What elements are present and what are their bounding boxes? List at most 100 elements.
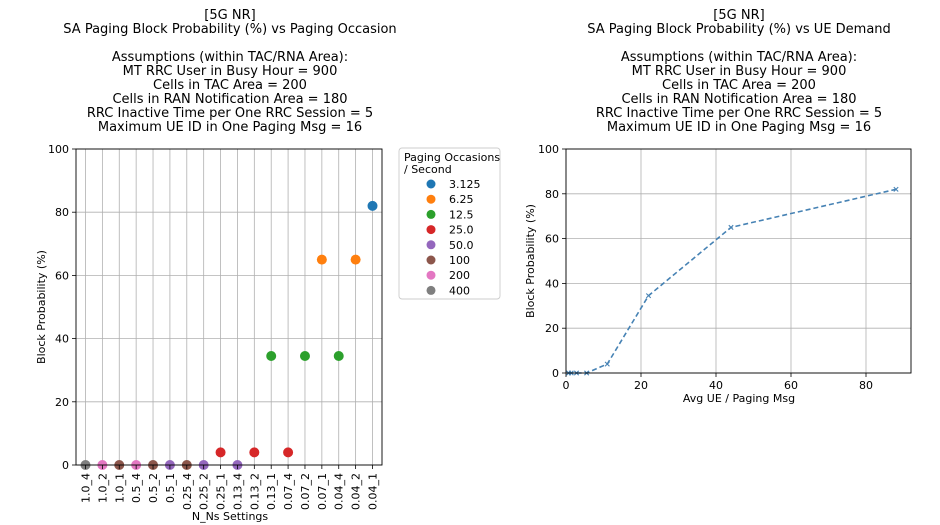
chart-left-y-tick-label: 60 <box>55 269 69 282</box>
scatter-point <box>367 200 378 211</box>
scatter-point <box>266 350 277 361</box>
chart-left-x-tick-label: 0.13_4 <box>231 473 244 510</box>
chart-left-x-axis-label: N_Ns Settings <box>192 510 269 523</box>
legend-marker <box>426 225 436 235</box>
series-point-marker <box>893 186 899 192</box>
chart-left-points <box>80 200 378 470</box>
legend-marker <box>426 179 436 189</box>
chart-left-x-tick-label: 0.5_1 <box>164 473 177 503</box>
chart-left-x-tick-label: 0.07_2 <box>299 473 312 510</box>
chart-left-title-line-2: SA Paging Block Probability (%) vs Pagin… <box>63 22 396 37</box>
chart-left-x-tick-label: 0.07_4 <box>282 473 295 510</box>
chart-left-y-tick-label: 100 <box>48 143 69 156</box>
legend-label: 25.0 <box>449 224 474 237</box>
chart-left-axes-frame <box>75 148 383 466</box>
chart-right-title-line-9: Maximum UE ID in One Paging Msg = 16 <box>607 120 871 135</box>
series-point-marker <box>728 224 734 230</box>
chart-right-x-tick-label: 60 <box>784 379 798 392</box>
chart-left-x-tick-label: 1.0_4 <box>80 473 93 503</box>
chart-right-y-tick-label: 100 <box>538 143 559 156</box>
chart-right-title-line-6: Cells in TAC Area = 200 <box>662 78 816 93</box>
chart-right: [5G NR] SA Paging Block Probability (%) … <box>524 8 912 405</box>
chart-right-grid <box>565 148 911 374</box>
chart-right-title-line-2: SA Paging Block Probability (%) vs UE De… <box>587 22 891 37</box>
legend-marker <box>426 240 436 250</box>
series-point-marker <box>604 361 610 367</box>
legend-label: 200 <box>449 269 470 282</box>
chart-right-series <box>566 186 899 376</box>
chart-left-x-tick-label: 0.5_2 <box>147 473 160 503</box>
legend-label: 6.25 <box>449 193 474 206</box>
scatter-point <box>215 447 226 458</box>
scatter-point <box>333 350 344 361</box>
legend-marker <box>426 255 436 265</box>
chart-left-title-line-1: [5G NR] <box>204 8 255 23</box>
scatter-point <box>299 350 310 361</box>
chart-right-title-line-7: Cells in RAN Notification Area = 180 <box>621 92 856 107</box>
chart-left-x-tick-label: 1.0_1 <box>113 473 126 503</box>
chart-right-y-tick-label: 20 <box>545 322 559 335</box>
chart-left-title-line-7: Cells in RAN Notification Area = 180 <box>112 92 347 107</box>
chart-left-title: [5G NR] SA Paging Block Probability (%) … <box>63 8 396 135</box>
chart-right-title-line-1: [5G NR] <box>713 8 764 23</box>
legend-marker <box>426 285 436 295</box>
chart-left-grid <box>76 148 382 466</box>
chart-left-x-ticks: 1.0_4 1.0_2 1.0_1 0.5_4 0.5_2 0.5_1 0.25_4 0.25… <box>80 465 380 510</box>
chart-right-y-tick-label: 40 <box>545 277 559 290</box>
chart-left-title-line-6: Cells in TAC Area = 200 <box>153 78 307 93</box>
chart-right-x-tick-label: 0 <box>563 379 570 392</box>
chart-left-y-tick-label: 0 <box>62 459 69 472</box>
chart-right-x-tick-label: 20 <box>634 379 648 392</box>
chart-left-x-tick-label: 0.04_2 <box>350 473 363 510</box>
chart-right-y-axis-label: Block Probability (%) <box>524 204 537 318</box>
chart-right-y-ticks: 0 20 40 60 80 100 <box>538 143 566 380</box>
scatter-point <box>249 447 260 458</box>
chart-right-x-tick-label: 80 <box>859 379 873 392</box>
chart-left-title-line-5: MT RRC User in Busy Hour = 900 <box>123 64 338 79</box>
chart-right-title-line-5: MT RRC User in Busy Hour = 900 <box>632 64 847 79</box>
chart-left-title-line-4: Assumptions (within TAC/RNA Area): <box>112 50 348 65</box>
chart-right-x-axis-label: Avg UE / Paging Msg <box>683 392 795 405</box>
chart-left-title-line-9: Maximum UE ID in One Paging Msg = 16 <box>98 120 362 135</box>
legend-marker <box>426 194 436 204</box>
chart-left-x-tick-label: 0.25_4 <box>181 473 194 510</box>
legend-label: 3.125 <box>449 178 481 191</box>
chart-left-x-tick-label: 0.13_2 <box>248 473 261 510</box>
chart-left-y-tick-label: 20 <box>55 396 69 409</box>
chart-left-x-tick-label: 0.04_1 <box>367 473 380 510</box>
chart-right-x-ticks: 0 20 40 60 80 <box>563 373 873 392</box>
legend-label: 50.0 <box>449 239 474 252</box>
chart-right-title: [5G NR] SA Paging Block Probability (%) … <box>587 8 891 135</box>
legend-entries: 3.125 6.25 12.5 25.0 50.0 100 200 400 <box>426 178 481 297</box>
legend-title-line-1: Paging Occasions <box>404 151 500 164</box>
legend-label: 100 <box>449 254 470 267</box>
chart-left-x-tick-label: 0.5_4 <box>130 473 143 503</box>
chart-left-x-tick-label: 1.0_2 <box>96 473 109 503</box>
legend-marker <box>426 209 436 219</box>
chart-right-y-tick-label: 80 <box>545 188 559 201</box>
legend-label: 12.5 <box>449 208 474 221</box>
scatter-point <box>316 254 327 265</box>
scatter-point <box>350 254 361 265</box>
chart-right-y-tick-label: 0 <box>552 367 559 380</box>
legend-marker <box>426 270 436 280</box>
series-point-marker <box>645 293 652 299</box>
chart-right-axes-frame <box>565 148 912 374</box>
chart-left-y-tick-label: 80 <box>55 206 69 219</box>
chart-right-y-tick-label: 60 <box>545 233 559 246</box>
chart-right-title-line-4: Assumptions (within TAC/RNA Area): <box>621 50 857 65</box>
chart-left-x-tick-label: 0.13_1 <box>265 473 278 510</box>
chart-left-legend: Paging Occasions / Second 3.125 6.25 12.5 2… <box>398 147 501 300</box>
chart-right-x-tick-label: 40 <box>709 379 723 392</box>
chart-left-x-tick-label: 0.25_2 <box>198 473 211 510</box>
chart-right-title-line-8: RRC Inactive Time per One RRC Session = … <box>596 106 882 121</box>
series-line <box>568 188 897 374</box>
chart-left: [5G NR] SA Paging Block Probability (%) … <box>35 8 501 523</box>
chart-left-x-tick-label: 0.07_1 <box>316 473 329 510</box>
chart-left-x-tick-label: 0.25_1 <box>215 473 228 510</box>
chart-left-x-tick-label: 0.04_4 <box>333 473 346 510</box>
scatter-point <box>283 447 294 458</box>
chart-left-y-axis-label: Block Probability (%) <box>35 250 48 364</box>
chart-left-title-line-8: RRC Inactive Time per One RRC Session = … <box>87 106 373 121</box>
